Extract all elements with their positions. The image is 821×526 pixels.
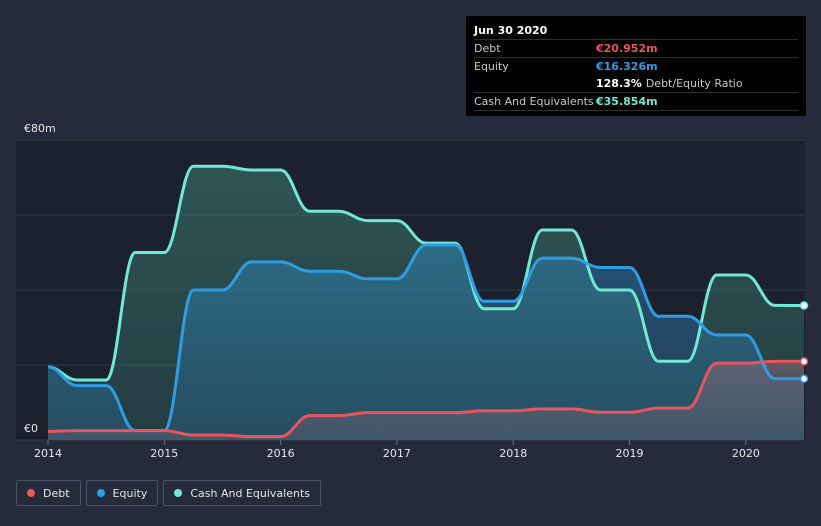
tooltip-equity-row: Equity €16.326m — [474, 57, 798, 75]
cash-end-marker — [799, 301, 809, 310]
tooltip-debt-label: Debt — [474, 42, 501, 55]
tooltip-date: Jun 30 2020 — [474, 24, 548, 37]
legend-debt-label: Debt — [43, 486, 70, 500]
cash-dot-icon — [174, 489, 183, 497]
equity-area — [48, 245, 804, 440]
tooltip-debt-value: €20.952m — [596, 42, 658, 55]
tooltip-cash-value: €35.854m — [596, 95, 658, 108]
tooltip-ratio-value: 128.3% — [596, 77, 642, 90]
equity-dot-icon — [96, 489, 105, 497]
equity-end-marker — [799, 374, 809, 384]
y-tick-label-top: €80m — [24, 122, 56, 135]
x-tick-label: 2014 — [34, 447, 62, 460]
tooltip-equity-value: €16.326m — [596, 60, 658, 73]
x-tick-label: 2019 — [616, 447, 644, 460]
x-tick-label: 2018 — [499, 447, 527, 460]
legend-item-debt[interactable]: Debt — [16, 480, 81, 506]
x-tick-label: 2016 — [267, 447, 295, 460]
debt-line — [47, 359, 804, 439]
legend-item-cash[interactable]: Cash And Equivalents — [163, 480, 321, 506]
y-tick-label-bottom: €0 — [24, 422, 38, 435]
legend: Debt Equity Cash And Equivalents — [16, 480, 321, 506]
legend-item-equity[interactable]: Equity — [85, 480, 159, 506]
debt-dot-icon — [27, 489, 35, 497]
cash-line — [47, 164, 805, 382]
equity-line — [47, 243, 804, 433]
x-tick-label: 2015 — [150, 447, 178, 460]
x-tick-label: 2020 — [732, 447, 760, 460]
tooltip-equity-label: Equity — [474, 60, 509, 73]
x-tick-label: 2017 — [383, 447, 411, 460]
debt-end-marker — [799, 357, 809, 366]
tooltip-ratio-row: 128.3% Debt/Equity Ratio — [474, 75, 798, 92]
legend-cash-label: Cash And Equivalents — [190, 486, 310, 500]
tooltip-debt-row: Debt €20.952m — [474, 39, 798, 57]
tooltip-cash-row: Cash And Equivalents €35.854m — [474, 92, 798, 111]
tooltip-panel: Jun 30 2020 Debt €20.952m Equity €16.326… — [466, 16, 806, 116]
tooltip-ratio-label: Debt/Equity Ratio — [645, 77, 743, 90]
legend-equity-label: Equity — [112, 486, 148, 500]
debt-area — [48, 361, 804, 440]
tooltip-cash-label: Cash And Equivalents — [474, 95, 594, 108]
